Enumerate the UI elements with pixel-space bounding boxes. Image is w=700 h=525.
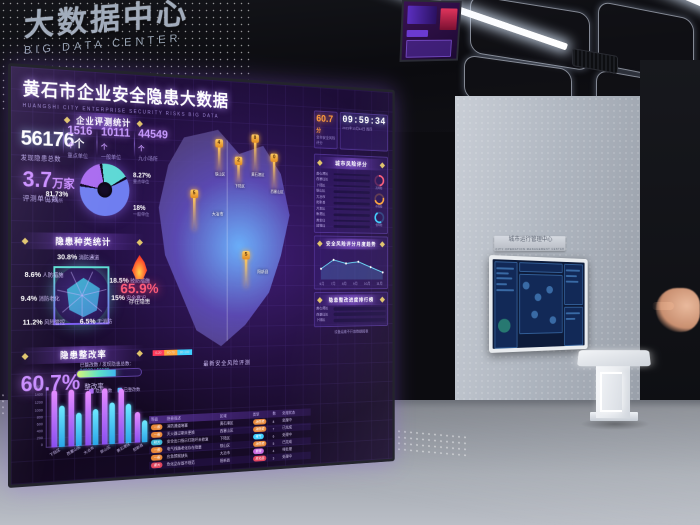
dashboard-screen[interactable]: 黄石市企业安全隐患大数据 HUANGSHI CITY ENTERPRISE SE… [10,66,393,485]
map-legend-0: 0-20 [152,349,165,356]
status-badge: 一般 [150,454,163,461]
map-pin-tieshan[interactable]: 4 铁山区 [214,138,226,177]
map-pin-xisaishan[interactable]: 0 西塞山区 [270,153,284,194]
donut-label-1: 8.27% 重点单位 [132,172,151,185]
bar-cat-2: 大冶市 [82,445,95,456]
rectification-progress: 已整改数 / 发现隐患总数：34098 / 56176 [76,361,142,379]
panel-assessment: 企业评测统计 56176个 发现隐患总数 1516个 重点单位 [21,109,168,229]
kiosk-top[interactable] [577,350,651,367]
map-city-label-0: 大冶市 [211,211,224,217]
map-legend-1: 40-70 [164,349,178,356]
risk-stat-5: 9.4% 消防老化 [20,293,60,303]
risk-table[interactable]: 等级 隐患描述 区域 类型 数 处理状态 一般 消防通道堵塞 黄石港区 消防类 … [149,408,311,470]
hand [656,288,700,332]
bar-group-4 [118,388,132,444]
rank-row: 新港区 [316,212,370,218]
risk-stat-0: 30.8% 消防通道 [57,252,100,262]
donut-label-0: 81.73% 九小场所 [45,191,69,204]
gauge-mid-risk: 中风险 [372,191,386,208]
map-district-border [149,121,301,359]
bar-group-3 [102,388,115,445]
risk-map[interactable]: 4 铁山区 2 下陆区 0 黄石港区 0 西塞山区 [149,121,301,368]
progress-rank-row: 下陆区 [316,317,386,323]
status-badge: 一般 [150,431,163,439]
bar-group-2 [85,390,99,446]
bar-group-5 [134,411,148,443]
risk-stat-4: 11.2% 风险管控 [22,317,66,327]
risk-stat-6: 8.6% 人防措施 [24,270,64,279]
rank-row: 团城山 [316,224,370,229]
map-pin-huangshigang[interactable]: 0 黄石港区 [251,133,265,177]
bar-chart-yaxis: 1600 1400 1200 1000 800 600 400 200 0 [34,384,43,448]
donut-ring [79,162,130,217]
bar-cat-5: 阳新县 [132,442,144,453]
map-legend-2: 80-100 [177,349,193,356]
trend-tick: 6月 [319,280,325,286]
status-badge: 较大 [150,439,163,446]
donut-chart: 81.73% 九小场所 8.27% 重点单位 18% 一般单位 [46,162,151,217]
progress-rank-title: 隐患整改进度排行榜 [316,293,386,306]
trend-tick: 10月 [363,280,371,286]
trend-tick: 11月 [376,280,383,286]
progress-rank-card: 隐患整改进度排行榜 黄石港区 西塞山区 下陆区 [313,291,388,327]
kiosk-shadow [580,418,650,430]
bar-group-1 [68,389,82,447]
flame-icon [131,255,149,280]
bar-chart: 1600 1400 1200 1000 800 600 400 200 0 [35,383,148,459]
status-badge: 一般 [150,446,163,454]
gauge-low-risk: 低风险 [372,210,386,227]
trend-line-chart [316,250,385,281]
table-col-3: 类型 [252,411,260,417]
map-pin-daye[interactable]: 5 [190,189,199,230]
map-pin-yangxin[interactable]: 5 [242,251,250,288]
kpi-general-units: 10111个 一般单位 [101,124,131,161]
secondary-monitor-sign: 城市运行管理中心 CITY OPERATION MANAGEMENT CENTE… [494,235,566,252]
overhead-monitor [399,0,462,62]
map-legend: 0-20 40-70 80-100 [152,349,193,356]
rank-row: 开发区 [316,206,370,212]
dashboard-right-column: 60.7分 全市安全风险评分 09:59:34 2023年10月12日 周四 城… [313,110,388,334]
panel-risk-types-title: 隐患种类统计 [20,232,144,251]
donut-label-2: 18% 一般单位 [132,205,150,217]
signage: 大数据中心 BIG DATA CENTER [24,0,224,70]
table-col-0: 等级 [150,416,159,422]
secondary-monitor-screen[interactable] [492,259,585,349]
rank-card: 城市风险评分 黄石港区 西塞山区 下陆区 铁山区 大冶市 阳新县 开发区 新港区… [313,153,388,234]
map-city-label-1: 阳新县 [257,269,269,275]
progress-rank-row: 黄石港区 [316,306,386,311]
kpi-key-units: 1516个 重点单位 [67,122,93,160]
pointing-finger [652,302,674,310]
led-video-wall[interactable]: 黄石市企业安全隐患大数据 HUANGSHI CITY ENTERPRISE SE… [8,63,395,488]
trend-tick: 9月 [352,280,358,286]
city-score-card: 60.7分 全市安全风险评分 [313,110,338,150]
risk-stat-3: 6.5% 无消防 [79,316,113,326]
trend-card: 安全风险评分月度趋势 6月 7月 8月 [313,235,388,289]
clock-card: 09:59:34 2023年10月12日 周四 [339,111,388,152]
trend-tick: 8月 [341,280,347,286]
map-pin-xialu[interactable]: 2 下陆区 [234,156,245,188]
bar-group-0 [51,390,65,448]
table-col-4: 数 [272,410,276,416]
status-badge: 重大 [150,462,163,469]
wall-dark-right [640,60,700,440]
trend-tick: 7月 [330,280,336,286]
progress-rank-row: 西塞山区 [316,311,386,317]
rank-title: 城市风险评分 [316,156,386,171]
status-badge: 一般 [150,424,163,431]
rank-row: 黄金山 [316,218,370,224]
trend-title: 安全风险评分月度趋势 [316,237,386,250]
secondary-monitor[interactable] [489,255,588,353]
bar-cat-3: 铁山区 [99,444,112,455]
rank-row: 阳新县 [316,200,370,206]
bar-cat-0: 下陆区 [48,447,62,458]
panel-rectification: 隐患整改率 60.7% 整改率 已整改数 / 发现隐患总数：34098 / 56… [20,344,148,477]
gauge-high-risk: 高风险 [371,172,386,190]
kiosk-light [600,372,622,412]
